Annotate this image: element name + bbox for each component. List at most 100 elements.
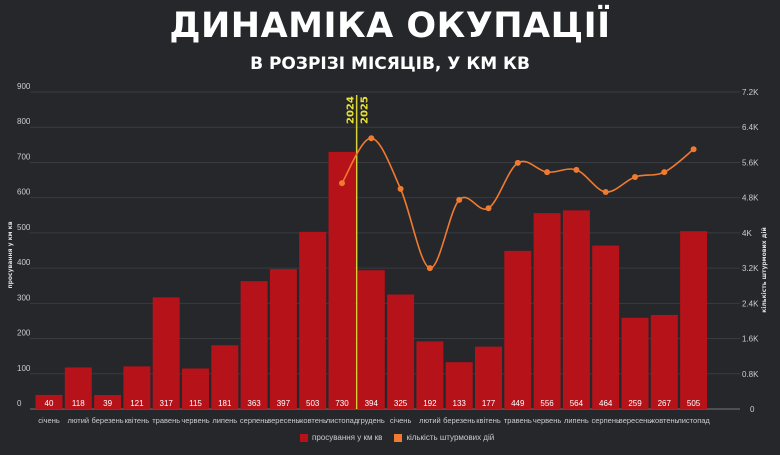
x-tick-label: травень: [152, 416, 180, 425]
legend-swatch-line: [394, 433, 403, 442]
bar-value-label: 267: [658, 399, 672, 408]
x-tick-label: червень: [533, 416, 561, 425]
legend: просування у км кв кількість штурмових д…: [300, 433, 494, 442]
bar: [269, 269, 297, 409]
bar: [240, 281, 268, 409]
y2-tick-label: 1.6K: [742, 335, 759, 344]
x-tick-label: січень: [38, 416, 60, 425]
chart-title: ДИНАМІКА ОКУПАЦІЇ: [169, 6, 611, 46]
line-series: [341, 137, 695, 269]
legend-label-line: кількість штурмових дій: [406, 433, 495, 442]
y-tick-label: 700: [17, 152, 31, 161]
x-tick-label: жовтень: [298, 416, 327, 425]
y-axis-label: просування у км кв: [7, 221, 14, 288]
bar-value-label: 394: [365, 399, 379, 408]
y-tick-label: 800: [17, 117, 31, 126]
y2-tick-label: 0.8K: [742, 370, 759, 379]
y-tick-label: 900: [17, 82, 31, 91]
y2-tick-label: 3.2K: [742, 264, 759, 273]
x-tick-label: лютий: [419, 416, 441, 425]
line-point: [602, 188, 609, 195]
y-tick-label: 400: [17, 258, 31, 267]
bar: [182, 368, 209, 409]
x-tick-label: листопад: [326, 416, 359, 425]
y2-tick-label: 4.8K: [742, 194, 759, 203]
x-tick-label: листопад: [677, 416, 710, 425]
x-tick-label: березень: [443, 416, 475, 425]
line-point: [573, 166, 580, 173]
bar: [680, 231, 708, 409]
bar-value-label: 325: [394, 399, 408, 408]
line-point: [632, 173, 638, 180]
y2-tick-label: 0: [750, 405, 755, 414]
bar-value-label: 192: [423, 399, 437, 408]
bar-value-label: 397: [277, 399, 291, 408]
x-tick-label: січень: [390, 416, 412, 425]
bar-value-label: 317: [160, 399, 174, 408]
y-tick-label: 600: [17, 188, 31, 197]
y2-tick-label: 7.2K: [742, 88, 759, 97]
line-point: [456, 196, 463, 203]
y2-axis-label: кількість штурмових дій: [761, 227, 768, 313]
year-label-2024: 2024: [346, 96, 357, 124]
bar: [387, 294, 415, 409]
chart-subtitle: В РОЗРІЗІ МІСЯЦІВ, У КМ КВ: [250, 54, 530, 74]
bar: [533, 213, 561, 409]
bar: [123, 366, 151, 409]
bar-value-label: 40: [45, 399, 54, 408]
x-tick-label: червень: [181, 416, 209, 425]
bar: [152, 297, 180, 409]
line-point: [485, 205, 492, 212]
bar-value-label: 464: [599, 399, 613, 408]
bar: [504, 250, 532, 409]
bar-value-label: 259: [628, 399, 642, 408]
line-point: [397, 185, 404, 192]
bar-value-label: 177: [482, 399, 496, 408]
line-point: [661, 169, 668, 176]
bar: [475, 346, 502, 409]
line-point: [690, 146, 697, 153]
bar-value-label: 564: [570, 399, 584, 408]
line-point: [339, 180, 345, 187]
bar: [94, 395, 122, 409]
y-tick-label: 200: [17, 329, 31, 338]
bar: [211, 345, 239, 409]
bar-value-label: 181: [218, 399, 232, 408]
legend-item-bars[interactable]: просування у км кв: [300, 433, 382, 442]
line-point: [426, 265, 433, 272]
bar: [64, 367, 92, 409]
bar-value-label: 449: [511, 399, 525, 408]
bar: [445, 362, 473, 409]
y-tick-label: 500: [17, 223, 31, 232]
x-tick-label: серпень: [240, 416, 268, 425]
line-point: [368, 135, 375, 142]
legend-label-bars: просування у км кв: [312, 433, 383, 442]
bar-value-label: 363: [247, 399, 261, 408]
legend-item-line[interactable]: кількість штурмових дій: [394, 433, 494, 442]
x-tick-label: березень: [92, 416, 124, 425]
x-tick-label: квітень: [476, 416, 501, 425]
bar: [562, 210, 590, 409]
line-point: [514, 159, 521, 166]
x-tick-label: жовтень: [650, 416, 679, 425]
x-tick-label: вересень: [267, 416, 299, 425]
bar: [592, 245, 620, 409]
y-tick-label: 100: [17, 364, 31, 373]
bar: [35, 394, 63, 409]
bar-value-label: 503: [306, 399, 320, 408]
y-tick-label: 0: [17, 399, 22, 408]
bar: [299, 231, 327, 409]
bar-value-label: 556: [540, 399, 554, 408]
y2-tick-label: 6.4K: [742, 123, 759, 132]
bar-value-label: 115: [189, 399, 202, 408]
y2-tick-label: 5.6K: [742, 158, 759, 167]
x-tick-label: серпень: [592, 416, 620, 425]
legend-swatch-bars: [300, 433, 308, 442]
x-tick-label: лютий: [67, 416, 89, 425]
y-tick-label: 300: [17, 293, 31, 302]
bar: [650, 314, 678, 409]
x-tick-label: липень: [212, 416, 237, 425]
bar: [621, 317, 649, 409]
